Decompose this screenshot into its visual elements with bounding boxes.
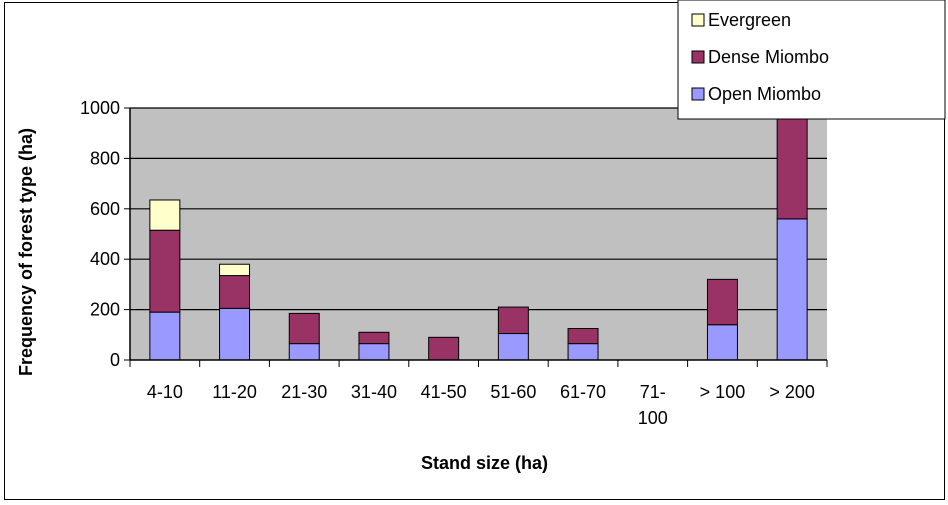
bar-segment — [428, 336, 460, 361]
legend-swatch — [691, 87, 705, 101]
bar-segment — [149, 229, 181, 313]
bars — [149, 107, 808, 361]
x-tick-labels: 4-10 11-20 21-30 31-40 41-50 51-60 61-70 71-100… — [129, 360, 828, 428]
bar-segment — [219, 307, 251, 361]
x-tick-label: 71-100 — [638, 382, 668, 428]
bar-segment — [776, 218, 808, 361]
legend-swatch — [691, 50, 705, 64]
x-tick-label: 61-70 — [560, 382, 606, 402]
x-tick-label: > 200 — [769, 382, 815, 402]
y-axis-title: Frequency of forest type (ha) — [16, 128, 36, 376]
x-tick-label: > 100 — [700, 382, 746, 402]
y-tick-label: 1000 — [80, 98, 120, 118]
legend-box — [677, 0, 946, 120]
y-tick-label: 0 — [110, 350, 120, 370]
y-tick-label: 200 — [90, 300, 120, 320]
bar-segment — [497, 333, 529, 361]
bar-segment — [288, 343, 320, 361]
x-tick-label: 4-10 — [147, 382, 183, 402]
bar-segment — [149, 311, 181, 361]
bar-segment — [776, 107, 808, 220]
legend-label: Dense Miombo — [708, 47, 829, 67]
legend: Evergreen Dense Miombo Open Miombo — [677, 0, 946, 120]
x-tick-label: 21-30 — [281, 382, 327, 402]
bar-segment — [358, 331, 390, 345]
y-tick-label: 400 — [90, 249, 120, 269]
legend-swatch — [691, 13, 705, 27]
bar-segment — [219, 263, 251, 277]
bar-segment — [497, 306, 529, 335]
x-tick-label: 51-60 — [490, 382, 536, 402]
x-axis-title: Stand size (ha) — [421, 453, 548, 473]
y-tick-label: 800 — [90, 148, 120, 168]
bar-segment — [219, 275, 251, 309]
x-tick-label: 41-50 — [421, 382, 467, 402]
bar-segment — [149, 199, 181, 231]
y-tick-label: 600 — [90, 199, 120, 219]
legend-label: Open Miombo — [708, 84, 821, 104]
legend-label: Evergreen — [708, 10, 791, 30]
bar-segment — [358, 343, 390, 361]
bar-segment — [288, 312, 320, 345]
y-tick-labels: 0 200 400 600 800 1000 — [80, 98, 130, 370]
bar-segment — [706, 324, 738, 361]
bar-segment — [706, 278, 738, 326]
x-tick-label: 31-40 — [351, 382, 397, 402]
bar-segment — [567, 343, 599, 361]
x-tick-label: 11-20 — [212, 382, 257, 402]
bar-segment — [567, 328, 599, 345]
